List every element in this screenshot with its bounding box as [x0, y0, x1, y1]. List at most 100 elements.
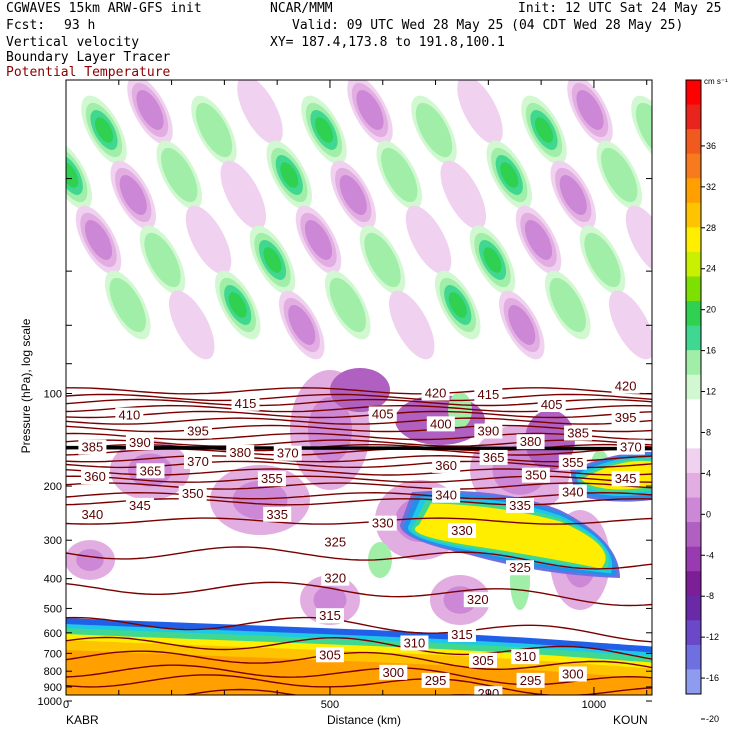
y-tick-label: 300	[44, 535, 62, 547]
w-cell	[457, 80, 503, 145]
w-cell	[381, 147, 418, 203]
w-cell	[483, 247, 502, 273]
theta-label: 345	[615, 471, 637, 486]
theta-label: 370	[620, 440, 642, 455]
theta-label-bg	[616, 439, 645, 455]
theta-label: 420	[615, 379, 637, 394]
w-cell	[646, 264, 710, 346]
x-tick-label: 1000	[582, 699, 606, 711]
w-cell	[716, 159, 740, 190]
y-tick-label: 700	[44, 648, 62, 660]
w-cell	[710, 284, 740, 366]
y-tick-label: 1000	[38, 696, 62, 708]
w-cell	[716, 292, 740, 357]
w-cell	[136, 90, 164, 130]
theta-label: 365	[140, 463, 162, 478]
y-tick-label: 500	[44, 603, 62, 615]
w-cell	[314, 117, 334, 143]
theta-label: 380	[229, 445, 251, 460]
w-cell	[700, 244, 726, 275]
theta-label-bg	[537, 397, 566, 413]
theta-label: 300	[382, 665, 404, 680]
y-tick-label: 800	[44, 666, 62, 678]
w-cell	[549, 277, 586, 333]
w-cell	[500, 162, 519, 188]
w-cell	[228, 292, 247, 318]
theta-label-bg	[226, 444, 255, 460]
w-cell	[668, 69, 732, 151]
theta-label: 355	[261, 471, 283, 486]
theta-contour	[66, 636, 652, 660]
w-cell	[339, 175, 367, 215]
plot-frame	[65, 79, 653, 696]
w-cell	[168, 290, 215, 360]
theta-label: 295	[425, 673, 447, 688]
w-cell	[8, 69, 72, 151]
theta-label: 405	[541, 397, 563, 412]
theta-label-bg	[474, 423, 503, 439]
theta-label-bg	[321, 534, 350, 550]
model-title: CGWAVES 15km ARW-GFS init	[6, 1, 202, 16]
x-axis-label: Distance (km)	[327, 713, 401, 727]
theta-label-bg	[257, 471, 286, 487]
theta-label: 330	[372, 516, 394, 531]
theta-label: 370	[187, 454, 209, 469]
w-cell	[364, 232, 401, 288]
theta-contour	[66, 454, 652, 463]
theta-label: 420	[425, 386, 447, 401]
theta-label: 300	[562, 666, 584, 681]
theta-contour	[66, 387, 652, 395]
theta-label-bg	[516, 672, 545, 688]
theta-label-bg	[558, 484, 587, 500]
w-cell	[727, 199, 740, 281]
theta-label-bg	[506, 497, 535, 513]
w-cell	[710, 151, 740, 199]
theta-label-bg	[178, 485, 207, 501]
y-axis-label: Pressure (hPa), log scale	[19, 318, 33, 453]
y-tick-label: 900	[44, 682, 62, 694]
theta-label: 390	[129, 435, 151, 450]
init-time: Init: 12 UTC Sat 24 May 25	[518, 1, 722, 16]
y-axis-ticks: 1000 900 800 700 600 500 400 300 200 100	[38, 178, 652, 708]
w-cell	[659, 281, 697, 329]
theta-label: 415	[235, 396, 257, 411]
theta-label: 315	[451, 627, 473, 642]
theta-label-bg	[125, 497, 154, 513]
y-tick-label: 600	[44, 628, 62, 640]
w-cell	[681, 219, 740, 301]
theta-label: 320	[467, 592, 489, 607]
w-cell	[723, 301, 740, 349]
theta-label: 370	[277, 446, 299, 461]
theta-label: 365	[483, 450, 505, 465]
w-cell	[704, 142, 740, 207]
w-cell	[356, 90, 384, 130]
theta-label: 335	[266, 507, 288, 522]
theta-contour	[66, 674, 652, 695]
theta-label-bg	[78, 506, 107, 522]
theta-label: 340	[82, 507, 104, 522]
w-cell	[66, 162, 79, 188]
theta-label-bg	[426, 416, 455, 432]
right-station: KOUN	[613, 713, 648, 727]
theta-label: 325	[324, 534, 346, 549]
w-cell	[109, 277, 146, 333]
w-cell	[185, 205, 232, 275]
theta-contour	[66, 439, 652, 447]
theta-label-bg	[611, 409, 640, 425]
theta-label-bg	[479, 449, 508, 465]
theta-label: 360	[84, 469, 106, 484]
theta-label-bg	[421, 385, 450, 401]
fcst-label: Fcst:	[6, 18, 46, 33]
field-vertical-velocity: Vertical velocity	[6, 35, 140, 50]
theta-label: 345	[129, 498, 151, 513]
w-cell	[405, 205, 452, 275]
theta-label: 355	[562, 455, 584, 470]
theta-label: 310	[404, 635, 426, 650]
org-label: NCAR/MMM	[270, 1, 333, 16]
theta-label: 315	[319, 608, 341, 623]
left-station: KABR	[66, 713, 99, 727]
theta-label-bg	[463, 592, 492, 608]
w-cell	[329, 277, 366, 333]
